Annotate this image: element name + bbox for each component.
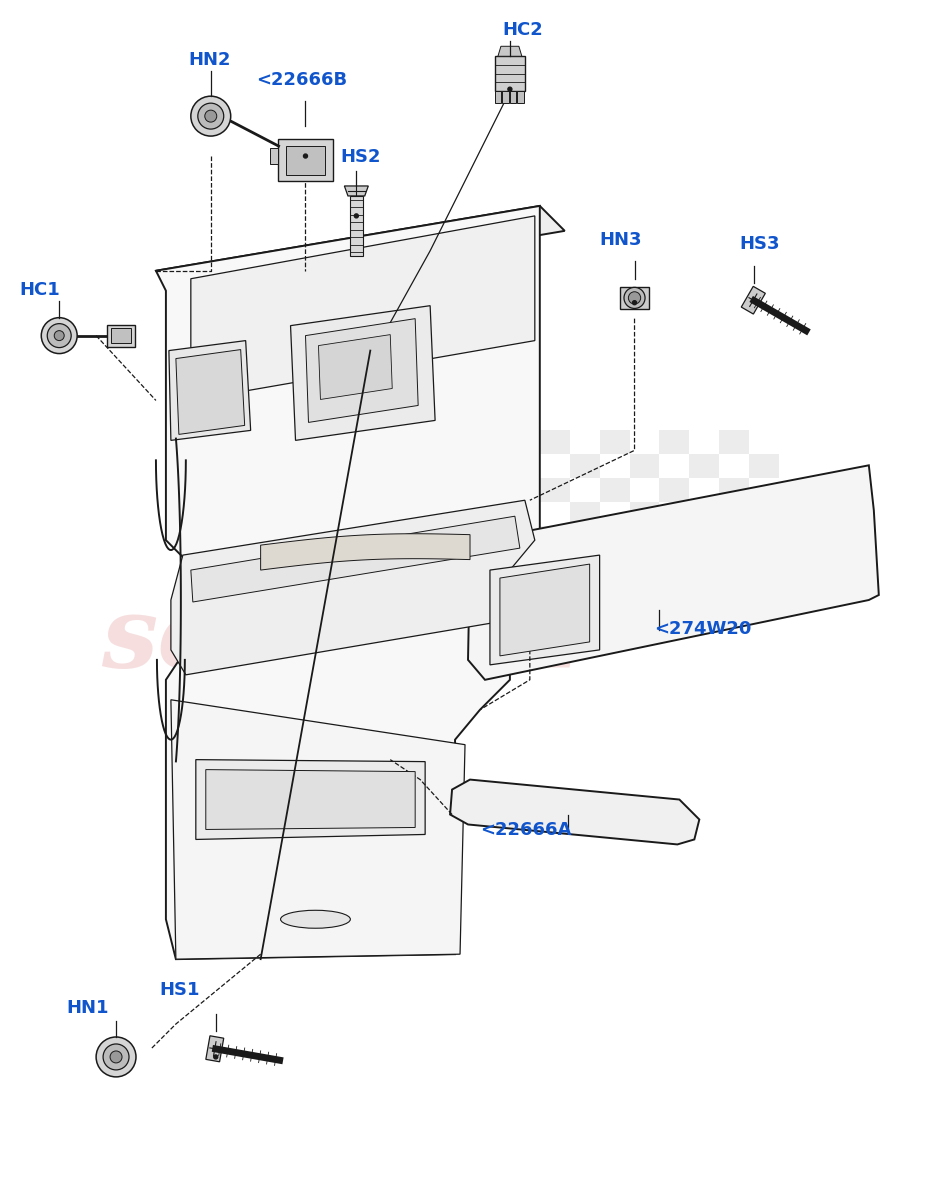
Polygon shape [659,431,690,455]
Polygon shape [344,186,368,196]
Polygon shape [171,500,534,674]
Polygon shape [107,325,135,347]
Polygon shape [287,145,324,175]
Polygon shape [600,526,629,550]
Circle shape [628,292,640,304]
Circle shape [198,103,224,130]
Polygon shape [517,91,524,103]
Circle shape [54,331,64,341]
Polygon shape [540,526,569,550]
Circle shape [209,114,213,118]
Polygon shape [719,526,749,550]
Polygon shape [569,455,600,479]
Ellipse shape [281,911,350,929]
Polygon shape [290,306,435,440]
Text: HN2: HN2 [189,52,232,70]
Polygon shape [499,564,589,656]
Text: scuderia: scuderia [101,592,580,688]
Circle shape [214,1055,218,1058]
Polygon shape [600,479,629,503]
Polygon shape [629,550,659,574]
Polygon shape [749,503,780,526]
Polygon shape [742,287,765,314]
Polygon shape [490,556,600,665]
Polygon shape [306,319,418,422]
Polygon shape [495,91,501,103]
Text: HS3: HS3 [739,235,780,253]
Polygon shape [569,503,600,526]
Polygon shape [719,479,749,503]
Text: HN1: HN1 [66,1000,109,1018]
Polygon shape [690,503,719,526]
Circle shape [752,299,756,302]
Polygon shape [169,341,251,440]
Polygon shape [600,431,629,455]
Polygon shape [510,91,517,103]
Circle shape [355,214,359,218]
Circle shape [191,96,231,136]
Polygon shape [540,479,569,503]
Text: HC2: HC2 [502,22,543,40]
Circle shape [110,1051,122,1063]
Polygon shape [191,516,520,602]
Polygon shape [278,139,333,181]
Text: HS2: HS2 [341,148,381,166]
Polygon shape [261,534,470,570]
Circle shape [96,1037,136,1076]
Polygon shape [690,550,719,574]
Polygon shape [156,206,565,295]
Polygon shape [171,700,465,959]
Polygon shape [620,287,650,308]
Polygon shape [749,550,780,574]
Polygon shape [502,91,509,103]
Circle shape [42,318,78,354]
Polygon shape [319,335,393,400]
Text: c a r   p a r t s: c a r p a r t s [233,685,447,714]
Polygon shape [206,1036,223,1062]
Polygon shape [569,550,600,574]
Polygon shape [468,466,879,680]
Polygon shape [495,56,525,91]
Polygon shape [270,148,278,164]
Polygon shape [176,349,245,434]
Text: HS1: HS1 [159,982,200,1000]
Circle shape [304,154,307,158]
Polygon shape [156,206,540,959]
Text: <22666A: <22666A [480,822,571,840]
Polygon shape [629,455,659,479]
Polygon shape [659,526,690,550]
Polygon shape [498,47,522,56]
Text: HN3: HN3 [600,230,642,248]
Polygon shape [659,479,690,503]
Circle shape [624,287,645,308]
Polygon shape [629,503,659,526]
Polygon shape [112,328,131,343]
Text: <22666B: <22666B [255,71,347,89]
Circle shape [57,334,61,337]
Circle shape [114,1055,118,1058]
Polygon shape [196,760,425,840]
Polygon shape [719,431,749,455]
Polygon shape [206,769,415,829]
Polygon shape [690,455,719,479]
Text: HC1: HC1 [19,281,61,299]
Circle shape [103,1044,129,1070]
Text: <274W20: <274W20 [655,620,752,638]
Polygon shape [350,196,363,256]
Circle shape [633,301,637,305]
Polygon shape [540,431,569,455]
Circle shape [47,324,71,348]
Circle shape [204,110,217,122]
Polygon shape [450,780,699,845]
Circle shape [508,88,512,91]
Polygon shape [749,455,780,479]
Polygon shape [191,216,534,401]
